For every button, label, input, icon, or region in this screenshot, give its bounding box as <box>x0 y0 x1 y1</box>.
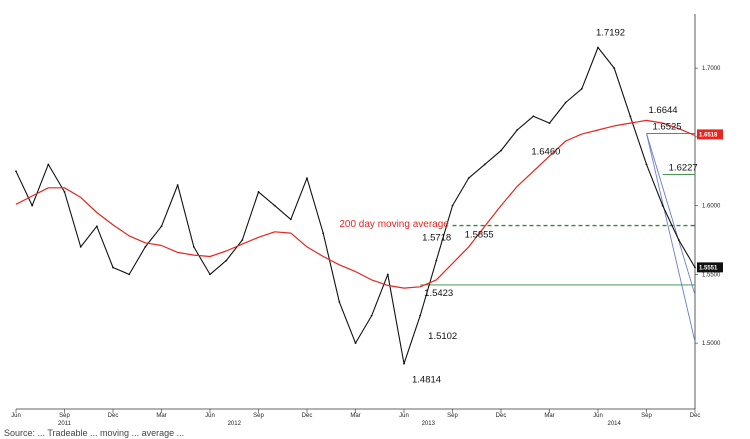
x-year-label: 2012 <box>228 421 242 427</box>
price-point <box>597 46 599 49</box>
price-point <box>128 273 131 276</box>
price-point <box>63 190 66 193</box>
price-point <box>483 163 486 166</box>
price-point <box>580 87 583 90</box>
x-tick-label: Sep <box>447 413 458 419</box>
level-annotation: 1.5102 <box>428 331 457 342</box>
price-point <box>273 204 276 207</box>
price-point <box>176 184 179 186</box>
x-year-label: 2011 <box>58 421 72 427</box>
x-year-label: 2013 <box>422 421 436 427</box>
price-point <box>564 101 567 104</box>
price-point <box>160 225 163 228</box>
reference-lines <box>420 132 696 342</box>
price-point <box>516 129 519 131</box>
x-year-label: 2014 <box>607 421 621 427</box>
price-point <box>370 314 373 317</box>
price-point <box>95 225 98 228</box>
price-point <box>532 115 535 118</box>
x-tick-label: Dec <box>690 413 701 419</box>
x-tick-label: Mar <box>544 413 554 419</box>
trend-line <box>646 133 696 295</box>
moving-average-line <box>15 119 696 289</box>
source-text: Source: ... Tradeable ... moving ... ave… <box>4 428 184 438</box>
annotations: 200 day moving average 1.7192 1.6644 1.6525… <box>339 28 723 386</box>
x-tick-label: Sep <box>253 413 264 419</box>
price-point <box>209 273 211 276</box>
level-annotation: 1.6227 <box>669 162 698 173</box>
price-point <box>694 266 696 269</box>
price-point <box>15 170 17 173</box>
price-point <box>435 259 438 262</box>
price-point <box>403 362 405 365</box>
price-point <box>419 314 422 317</box>
x-tick-label: Jun <box>399 413 409 419</box>
price-point <box>386 273 389 276</box>
price-point <box>144 245 147 248</box>
level-annotation: 1.6460 <box>531 146 560 157</box>
price-point <box>322 232 325 235</box>
level-annotation: 1.5855 <box>465 230 494 241</box>
price-point <box>192 245 195 248</box>
price-tag-label: 1.5551 <box>699 265 718 271</box>
price-point <box>289 218 292 221</box>
level-annotation: 1.4814 <box>412 375 441 386</box>
x-tick-label: Sep <box>59 413 70 419</box>
axes: 1.70001.65001.60001.55001.5000JunSepDecM… <box>11 14 721 427</box>
price-point <box>354 342 357 345</box>
y-tick-label: 1.5000 <box>702 341 721 347</box>
y-tick-label: 1.5500 <box>702 272 721 278</box>
level-annotation: 1.6525 <box>653 121 682 132</box>
price-point <box>306 177 308 180</box>
trend-line <box>646 133 696 342</box>
price-point <box>677 239 680 241</box>
price-tag <box>697 129 723 140</box>
x-tick-label: Jun <box>11 413 21 419</box>
series <box>15 46 696 365</box>
x-tick-label: Dec <box>496 413 507 419</box>
price-point <box>31 204 34 207</box>
x-tick-label: Mar <box>350 413 360 419</box>
price-point <box>548 122 551 125</box>
price-point <box>241 239 244 241</box>
x-tick-label: Jun <box>205 413 215 419</box>
x-tick-label: Dec <box>108 413 119 419</box>
price-point <box>467 177 470 180</box>
level-annotation: 1.5423 <box>424 288 453 299</box>
price-point <box>500 149 502 152</box>
level-annotation: 1.7192 <box>596 28 625 39</box>
moving-average-label: 200 day moving average <box>339 219 449 230</box>
price-point <box>338 300 341 303</box>
level-annotation: 1.6644 <box>649 105 678 116</box>
price-point <box>225 259 228 262</box>
x-tick-label: Mar <box>156 413 166 419</box>
price-point <box>645 163 648 166</box>
x-tick-label: Dec <box>302 413 313 419</box>
price-point <box>629 115 632 118</box>
price-point <box>112 266 114 269</box>
y-tick-label: 1.6000 <box>702 204 721 210</box>
y-tick-label: 1.7000 <box>702 66 721 72</box>
x-tick-label: Sep <box>641 413 652 419</box>
price-point <box>451 204 454 207</box>
price-point <box>79 245 82 248</box>
price-tag <box>697 262 723 273</box>
price-point <box>613 67 616 70</box>
price-point <box>257 190 260 193</box>
x-tick-label: Jun <box>593 413 603 419</box>
level-annotation: 1.5718 <box>422 232 451 243</box>
price-point <box>661 204 664 207</box>
price-point <box>47 163 50 166</box>
price-tag-label: 1.6518 <box>699 132 718 138</box>
